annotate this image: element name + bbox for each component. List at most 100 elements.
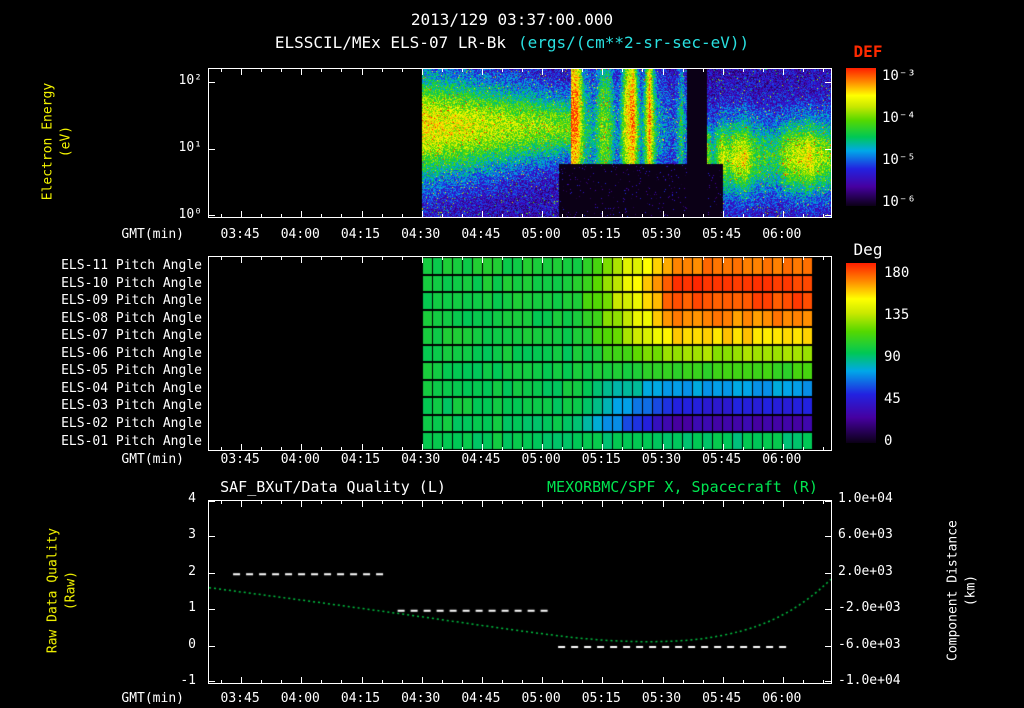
y-tick-mark xyxy=(209,572,215,574)
distance-y-axis-label-line1: Component Distance xyxy=(945,520,961,661)
x-tick-mark xyxy=(261,447,263,450)
x-tick-mark xyxy=(361,501,363,507)
pitch-canvas xyxy=(209,257,831,450)
x-tick-mark xyxy=(221,257,222,260)
x-tick-mark xyxy=(702,501,704,504)
x-tick-mark xyxy=(501,447,503,450)
x-tick-mark xyxy=(642,69,644,72)
x-tick-mark xyxy=(722,211,724,217)
x-tick-mark xyxy=(241,677,243,683)
x-tick-mark xyxy=(241,444,243,450)
x-tick-mark xyxy=(762,680,764,683)
x-tick-mark xyxy=(421,69,423,75)
x-tick-mark xyxy=(501,214,503,217)
x-tick-mark xyxy=(522,214,523,217)
x-tick-mark xyxy=(742,257,744,260)
x-tick-label: 03:45 xyxy=(220,452,260,467)
x-tick-mark xyxy=(742,214,744,217)
x-tick-mark xyxy=(823,501,824,504)
x-tick-mark xyxy=(441,257,443,260)
x-tick-mark xyxy=(742,501,744,504)
x-tick-mark xyxy=(522,447,523,450)
x-tick-mark xyxy=(742,680,744,683)
x-tick-mark xyxy=(281,447,283,450)
y-tick-mark xyxy=(825,501,831,502)
def-colorbar-tick-label: 10⁻³ xyxy=(882,68,916,84)
x-tick-mark xyxy=(221,501,222,504)
x-tick-mark xyxy=(321,501,323,504)
y-tick-mark xyxy=(825,572,831,574)
x-tick-mark xyxy=(281,501,283,504)
x-tick-mark xyxy=(823,257,824,260)
x-tick-mark xyxy=(361,211,363,217)
x-tick-mark xyxy=(542,677,544,683)
time-axis-labels-top: 03:45 04:00 04:15 04:30 04:45 05:00 05:15 05:30… xyxy=(0,227,1024,243)
x-tick-mark xyxy=(642,257,644,260)
x-tick-mark xyxy=(341,214,343,217)
def-colorbar-tick-label: 10⁻⁵ xyxy=(882,152,916,168)
x-tick-mark xyxy=(702,447,704,450)
x-tick-mark xyxy=(522,257,523,260)
x-tick-mark xyxy=(722,677,724,683)
pitch-row-label: ELS-09 Pitch Angle xyxy=(61,293,202,309)
gmt-label-top: GMT(min) xyxy=(121,227,184,242)
y-tick-mark xyxy=(209,215,215,216)
distance-y-axis-label-line2: (km) xyxy=(963,574,978,607)
x-tick-label: 04:30 xyxy=(401,452,441,467)
pitch-plot xyxy=(208,256,832,451)
x-tick-mark xyxy=(421,444,423,450)
distance-tick-label: -1.0e+04 xyxy=(838,673,901,688)
x-tick-mark xyxy=(662,257,664,263)
page-title: 2013/129 03:37:00.000 xyxy=(410,10,614,29)
x-tick-label: 04:00 xyxy=(280,452,320,467)
def-colorbar-title: DEF xyxy=(853,42,883,61)
x-tick-mark xyxy=(722,444,724,450)
x-tick-mark xyxy=(522,501,523,504)
pitch-row-label: ELS-05 Pitch Angle xyxy=(61,363,202,379)
x-tick-mark xyxy=(582,680,584,683)
x-tick-mark xyxy=(662,444,664,450)
x-tick-label: 05:00 xyxy=(521,452,561,467)
x-tick-mark xyxy=(682,257,684,260)
x-tick-label: 04:15 xyxy=(340,452,381,467)
y-tick-mark xyxy=(209,536,215,538)
x-tick-mark xyxy=(261,69,263,72)
x-tick-label: 05:15 xyxy=(581,691,621,706)
x-tick-mark xyxy=(522,680,523,683)
x-tick-mark xyxy=(381,447,383,450)
x-tick-mark xyxy=(622,501,624,504)
x-tick-mark xyxy=(481,677,483,683)
x-tick-label: 06:00 xyxy=(762,691,802,706)
x-tick-mark xyxy=(301,677,303,683)
y-tick-mark xyxy=(825,536,831,538)
x-tick-mark xyxy=(281,680,283,683)
y-tick-mark xyxy=(209,501,215,502)
x-tick-label: 05:45 xyxy=(702,452,742,467)
pitch-row-label: ELS-06 Pitch Angle xyxy=(61,345,202,361)
quality-tick-label: 0 xyxy=(188,636,196,652)
x-tick-mark xyxy=(802,501,804,504)
x-tick-mark xyxy=(361,444,363,450)
spectrogram-y-axis-label: Electron Energy (eV) xyxy=(39,22,74,262)
x-tick-mark xyxy=(261,501,263,504)
deg-colorbar-tick-label: 135 xyxy=(884,307,910,323)
x-tick-mark xyxy=(782,444,784,450)
x-tick-mark xyxy=(441,501,443,504)
x-tick-mark xyxy=(341,680,343,683)
x-tick-mark xyxy=(682,680,684,683)
plot-subtitle: ELSSCIL/MEx ELS-07 LR-Bk (ergs/(cm**2-sr-… xyxy=(0,33,1024,52)
x-tick-mark xyxy=(702,69,704,72)
x-tick-mark xyxy=(221,680,222,683)
x-tick-mark xyxy=(461,447,463,450)
x-tick-mark xyxy=(481,211,483,217)
spectrogram-plot xyxy=(208,68,832,218)
x-tick-mark xyxy=(782,677,784,683)
x-tick-mark xyxy=(622,447,624,450)
x-tick-mark xyxy=(301,257,303,263)
x-tick-mark xyxy=(562,501,564,504)
x-tick-mark xyxy=(602,211,604,217)
x-tick-mark xyxy=(381,69,383,72)
x-tick-mark xyxy=(501,680,503,683)
x-tick-mark xyxy=(642,501,644,504)
